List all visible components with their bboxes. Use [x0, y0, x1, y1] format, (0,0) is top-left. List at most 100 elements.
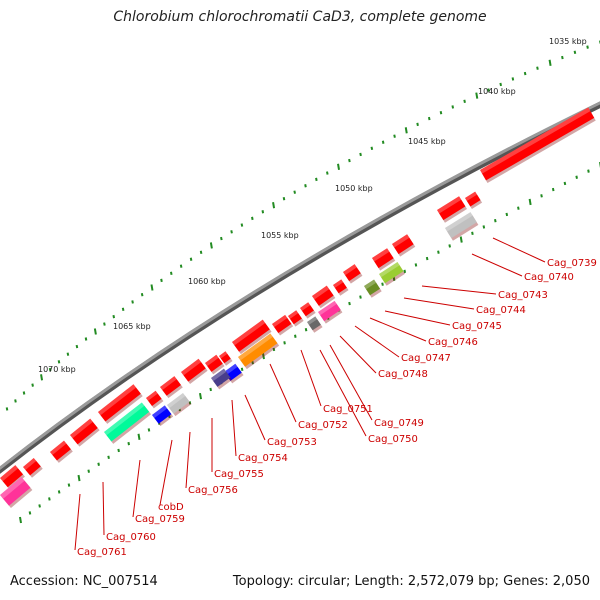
scale-tick	[117, 448, 120, 453]
tick-ring-inner	[19, 162, 600, 524]
gene-feature	[219, 351, 233, 366]
gene-feature	[167, 392, 192, 417]
backbone	[0, 101, 600, 471]
gene-label: Cag_0761	[77, 547, 127, 558]
scale-label: 1060 kbp	[188, 277, 226, 286]
gene-label: Cag_0750	[368, 434, 418, 445]
gene-feature	[288, 310, 304, 327]
scale-tick	[150, 284, 154, 291]
gene-label: Cag_0746	[428, 337, 478, 348]
scale-tick	[451, 105, 455, 109]
gene-feature	[364, 279, 382, 298]
gene-label-leader	[471, 253, 523, 277]
scale-tick	[348, 158, 351, 163]
backbone-shadow	[0, 101, 600, 474]
scale-tick	[404, 127, 408, 134]
gene-feature	[23, 458, 43, 478]
scale-tick	[272, 202, 276, 209]
scale-label: 1040 kbp	[478, 87, 516, 96]
scale-tick	[209, 242, 213, 249]
gene-label-leader	[329, 344, 373, 421]
gene-label: Cag_0739	[547, 258, 597, 269]
scale-label: 1035 kbp	[549, 37, 587, 46]
scale-tick	[359, 152, 362, 157]
scale-tick	[31, 383, 34, 387]
gene-feature	[205, 354, 225, 375]
scale-tick	[261, 352, 265, 360]
gene-label-leader	[492, 237, 546, 263]
scale-tick	[160, 278, 163, 283]
gene-feature	[307, 316, 323, 333]
scale-tick	[67, 483, 71, 487]
scale-tick	[471, 231, 474, 235]
gene-label: Cag_0745	[452, 321, 502, 332]
scale-tick	[528, 198, 532, 206]
scale-tick	[326, 171, 329, 175]
scale-tick	[66, 352, 70, 356]
scale-tick	[137, 433, 141, 440]
gene-label: Cag_0756	[188, 485, 238, 496]
gene-label-leader	[421, 285, 497, 295]
scale-tick	[131, 300, 134, 304]
scale-tick	[261, 210, 265, 214]
scale-tick	[475, 92, 479, 99]
scale-tick	[393, 134, 396, 138]
gene-label-leader	[231, 399, 237, 457]
gene-label: Cag_0743	[498, 290, 548, 301]
scale-tick	[48, 497, 51, 501]
gene-label: cobD	[158, 502, 184, 513]
scale-tick	[199, 250, 203, 254]
scale-tick	[548, 59, 552, 66]
scale-tick	[573, 50, 577, 55]
scale-tick	[230, 230, 233, 234]
scale-tick	[272, 347, 276, 352]
scale-tick	[540, 194, 543, 198]
scale-tick	[439, 111, 443, 115]
scale-tick	[499, 82, 502, 87]
scale-tick	[348, 301, 351, 306]
scale-tick	[188, 401, 192, 405]
scale-tick	[551, 187, 555, 192]
gene-feature	[0, 465, 25, 490]
gene-feature	[343, 264, 363, 284]
scale-label: 1050 kbp	[335, 184, 373, 193]
scale-tick	[282, 196, 286, 201]
scale-tick	[28, 511, 32, 515]
scale-label: 1065 kbp	[113, 322, 151, 331]
scale-label: 1070 kbp	[38, 365, 76, 374]
gene-label: Cag_0760	[106, 532, 156, 543]
gene-label: Cag_0754	[238, 453, 288, 464]
gene-feature	[445, 212, 479, 241]
gene-feature	[232, 319, 272, 355]
gene-label-leader	[244, 394, 266, 441]
scale-tick	[511, 77, 515, 81]
gene-label-leader	[369, 317, 427, 342]
scale-tick	[359, 295, 362, 299]
scale-tick	[381, 282, 384, 286]
gene-feature	[465, 191, 483, 210]
gene-track	[0, 107, 596, 509]
scale-tick	[403, 269, 407, 274]
gene-feature	[146, 390, 164, 409]
scale-tick	[494, 218, 497, 223]
gene-feature	[272, 314, 294, 336]
scale-tick	[293, 190, 296, 194]
scale-tick	[147, 428, 151, 432]
scale-tick	[563, 181, 567, 186]
scale-tick	[199, 392, 202, 400]
scale-tick	[19, 516, 22, 524]
scale-tick	[48, 367, 52, 372]
scale-tick	[370, 146, 374, 150]
scale-tick	[505, 212, 509, 217]
gene-label-leader	[384, 310, 451, 326]
scale-tick	[84, 337, 88, 341]
scale-label: 1055 kbp	[261, 231, 299, 240]
scale-tick	[459, 236, 463, 243]
gene-label-leader	[269, 363, 297, 423]
scale-tick	[337, 163, 341, 170]
gene-label: Cag_0753	[267, 437, 317, 448]
gene-feature	[300, 302, 316, 319]
scale-tick	[587, 169, 590, 173]
